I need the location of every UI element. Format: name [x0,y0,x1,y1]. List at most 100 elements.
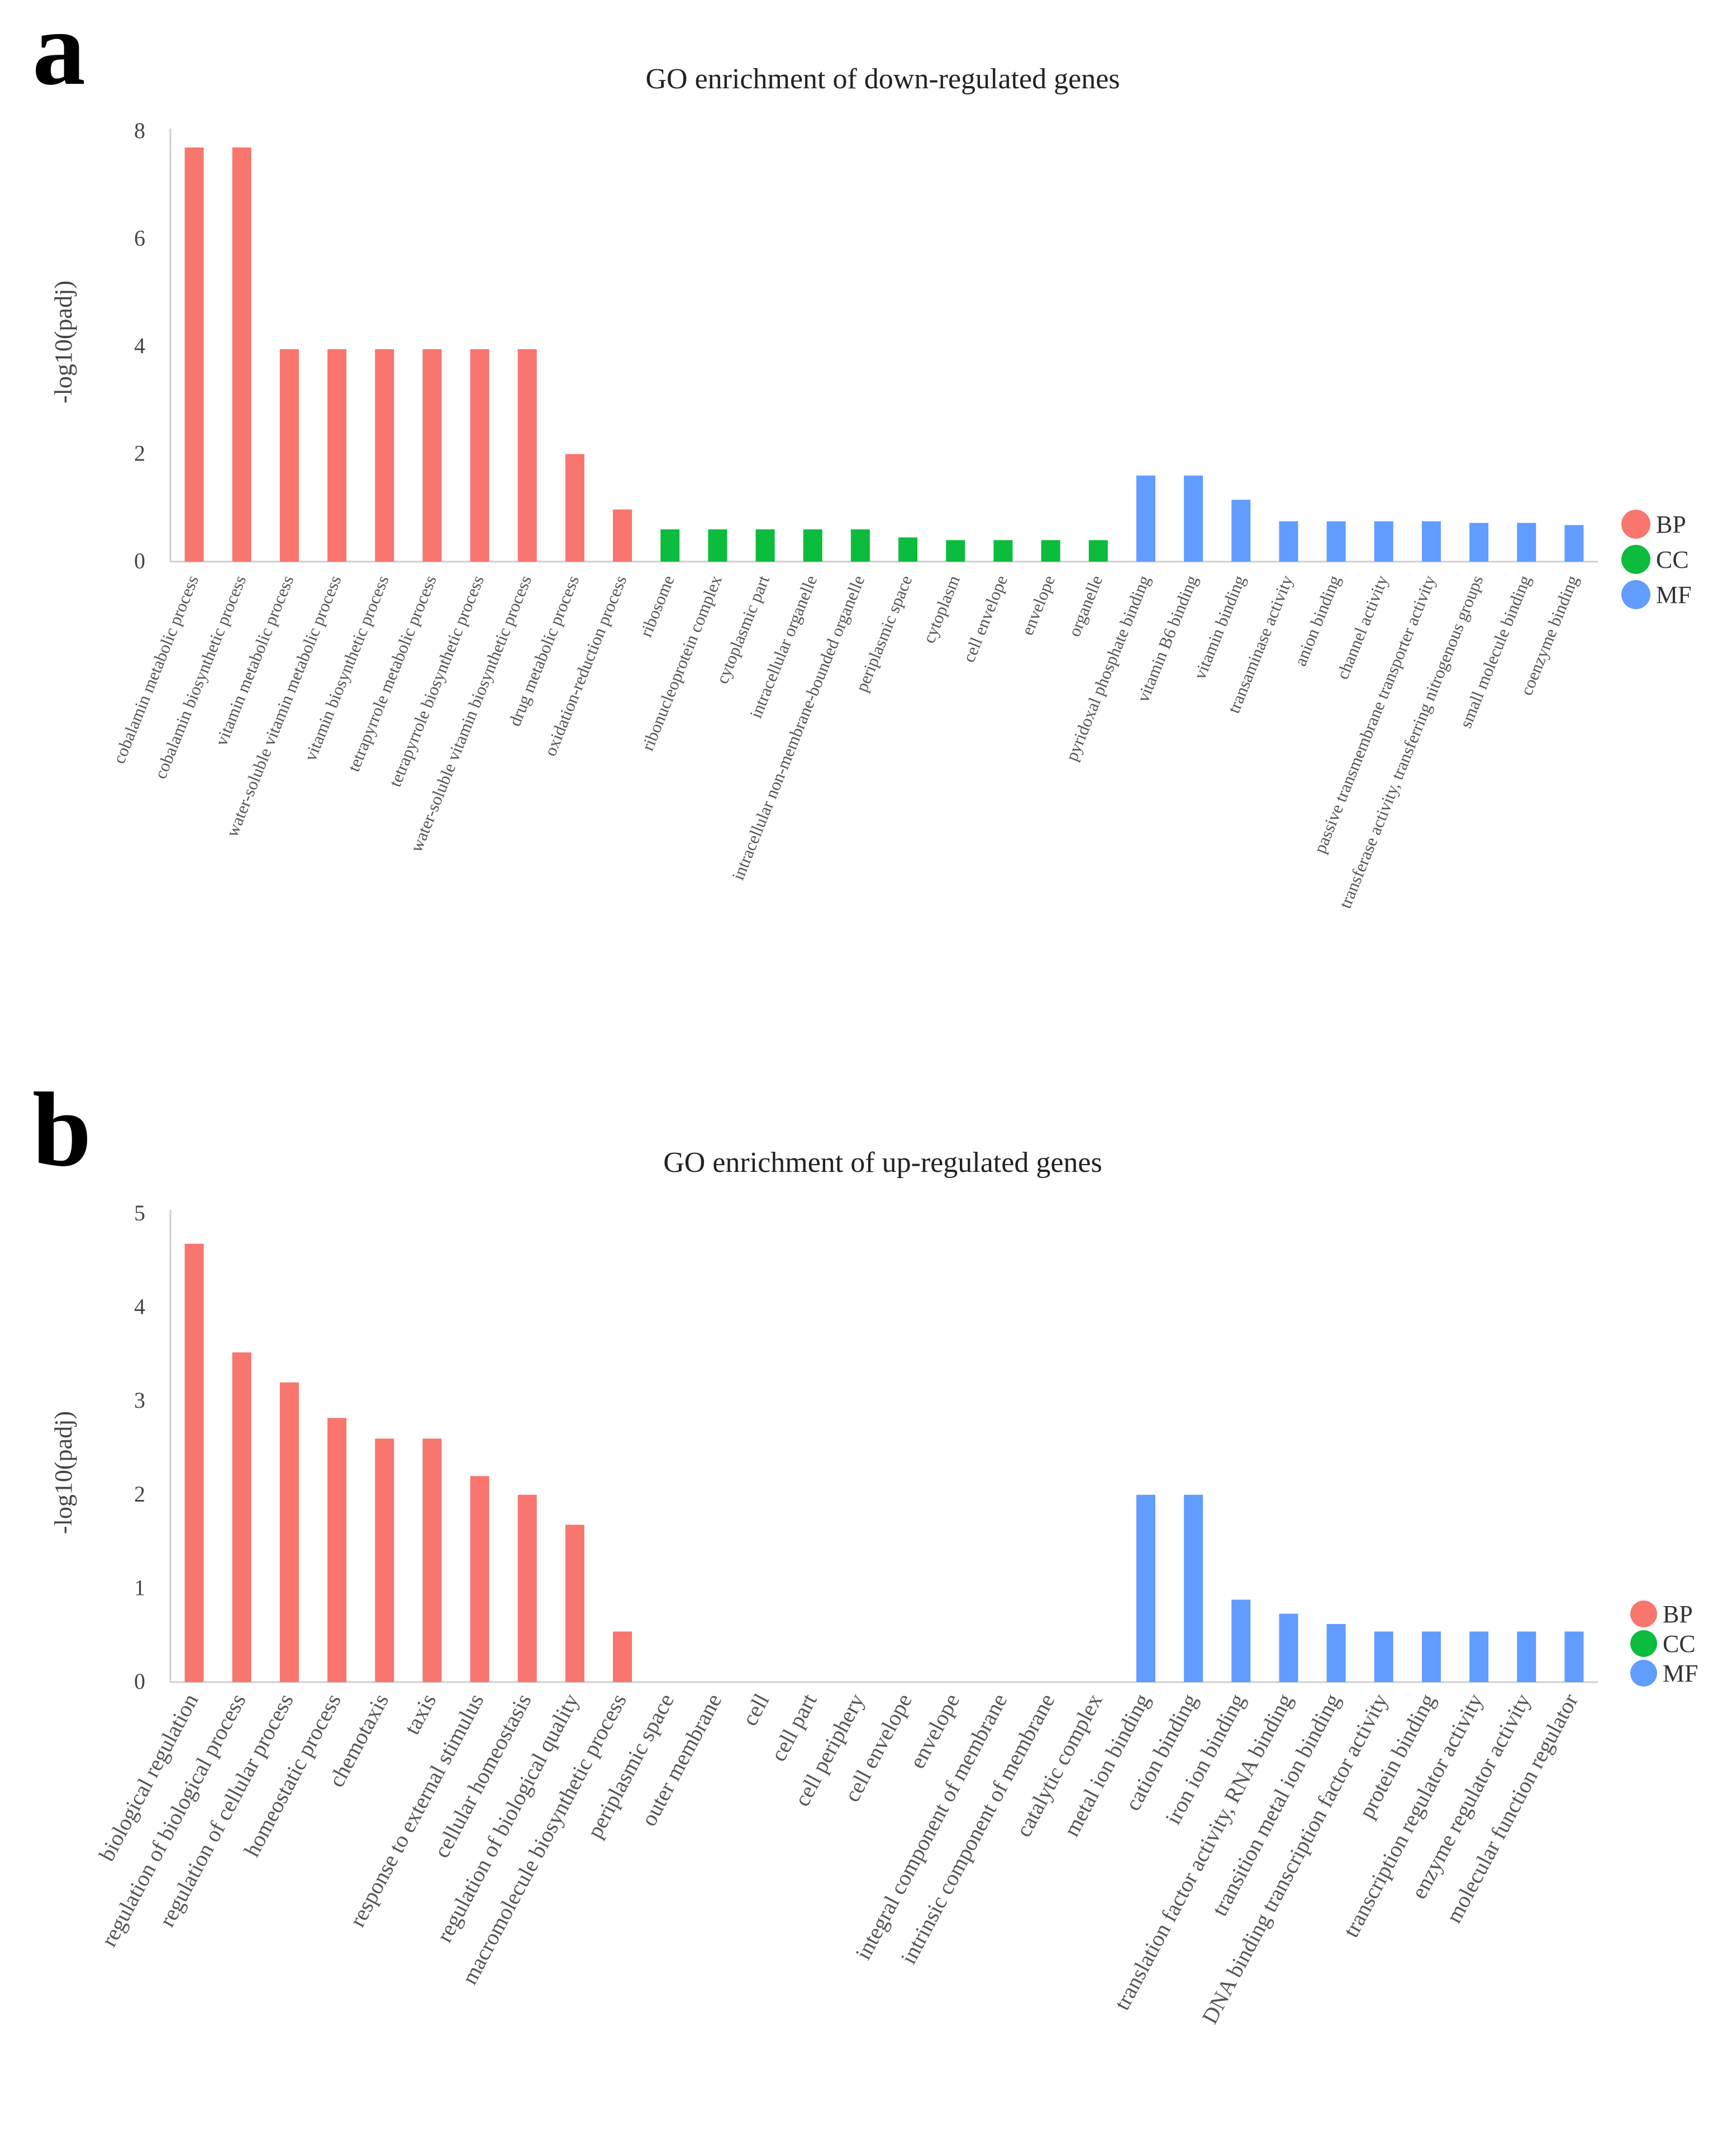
bar-5 [375,1438,394,1682]
x-tick-label: channel activity [1332,572,1392,682]
y-tick-label: 4 [134,1294,145,1319]
bar-27 [1421,521,1441,562]
panel-b: b GO enrichment of up-regulated genes -l… [32,1071,1698,2028]
bar-16 [898,537,918,562]
bar-30 [1564,1631,1584,1682]
bar-9 [565,454,584,562]
bar-20 [1088,540,1108,562]
y-tick-label: 1 [134,1575,145,1600]
bar-23 [1231,1599,1251,1682]
legend-label-bp: BP [1663,1601,1693,1628]
bar-29 [1517,1631,1536,1682]
bar-21 [1136,1494,1155,1682]
legend-label-bp: BP [1656,511,1686,538]
x-tick-label: cell [737,1689,774,1730]
y-tick-label: 6 [134,226,145,251]
x-tick-label: ribosome [636,573,678,640]
y-axis-label-a: -log10(padj) [50,281,77,403]
bar-22 [1184,476,1203,562]
y-axis-label-b: -log10(padj) [50,1411,77,1534]
bar-15 [850,529,870,562]
legend-marker-cc [1630,1630,1657,1657]
x-tick-label: vitamin binding [1189,573,1249,682]
panel-letter-a: a [32,0,85,107]
bar-21 [1136,476,1155,562]
bar-24 [1279,1613,1298,1682]
x-tick-label: tetrapyrrole metabolic process [344,573,440,775]
bar-25 [1326,1624,1346,1682]
y-tick-label: 2 [134,1481,145,1507]
x-tick-label: cell envelope [959,573,1011,666]
x-tick-label: pyridoxal phosphate binding [1062,573,1154,764]
bar-30 [1564,525,1584,562]
chart-title-b: GO enrichment of up-regulated genes [663,1147,1102,1179]
bar-5 [375,349,394,562]
bar-27 [1421,1631,1441,1682]
legend-marker-cc [1621,545,1650,574]
legend-marker-bp [1630,1601,1657,1627]
x-tick-label: tetrapyrrole biosynthetic process [385,573,488,790]
legend-marker-mf [1621,580,1650,609]
x-tick-label: vitamin biosynthetic process [300,573,392,764]
bar-10 [613,1631,632,1682]
y-ticks-b: 0 1 2 3 4 5 [134,1200,145,1694]
bar-6 [422,349,442,562]
bar-7 [470,1476,489,1682]
bar-23 [1231,500,1251,562]
bar-26 [1374,1631,1393,1682]
bars-b [184,1243,1584,1682]
panel-a: a GO enrichment of down-regulated genes … [32,0,1692,911]
bar-7 [470,349,489,562]
bar-4 [327,349,347,562]
x-tick-label: anion binding [1290,573,1344,669]
legend-marker-bp [1621,510,1650,539]
bar-11 [660,529,680,562]
bar-14 [803,529,822,562]
x-tick-label: cobalamin metabolic process [109,573,202,767]
bar-26 [1374,521,1393,562]
legend-label-mf: MF [1656,581,1692,609]
bar-1 [184,147,204,562]
bar-3 [279,1382,299,1682]
bar-18 [993,540,1013,562]
y-tick-label: 5 [134,1200,145,1226]
bar-28 [1469,1631,1489,1682]
legend-label-cc: CC [1656,546,1689,573]
y-tick-label: 0 [134,548,145,573]
chart-title-a: GO enrichment of down-regulated genes [645,63,1120,95]
bar-25 [1326,521,1346,562]
bar-2 [232,147,251,562]
y-tick-label: 8 [134,118,145,143]
y-tick-label: 0 [134,1669,145,1694]
x-tick-label: taxis [399,1689,441,1739]
bar-6 [422,1438,442,1682]
bar-1 [184,1243,204,1682]
bar-17 [946,540,965,562]
bar-2 [232,1352,251,1682]
panel-letter-b: b [32,1071,92,1189]
x-tick-label: cobalamin biosynthetic process [150,573,250,782]
bar-29 [1517,523,1536,562]
y-tick-label: 4 [134,333,145,358]
legend-a: BP CC MF [1621,510,1692,609]
bar-9 [565,1525,584,1682]
x-tick-label: cytoplasm [919,573,964,646]
bar-28 [1469,523,1489,562]
y-tick-label: 2 [134,441,145,466]
bar-19 [1041,540,1060,562]
bars-a [184,147,1584,562]
bar-24 [1279,521,1298,562]
bar-3 [279,349,299,562]
legend-marker-mf [1630,1660,1657,1687]
legend-label-cc: CC [1663,1630,1696,1658]
legend-label-mf: MF [1663,1660,1698,1687]
bar-13 [755,529,775,562]
x-tick-label: organelle [1064,573,1106,640]
x-tick-label: envelope [1017,573,1059,638]
bar-8 [517,1494,537,1682]
bar-12 [708,529,727,562]
